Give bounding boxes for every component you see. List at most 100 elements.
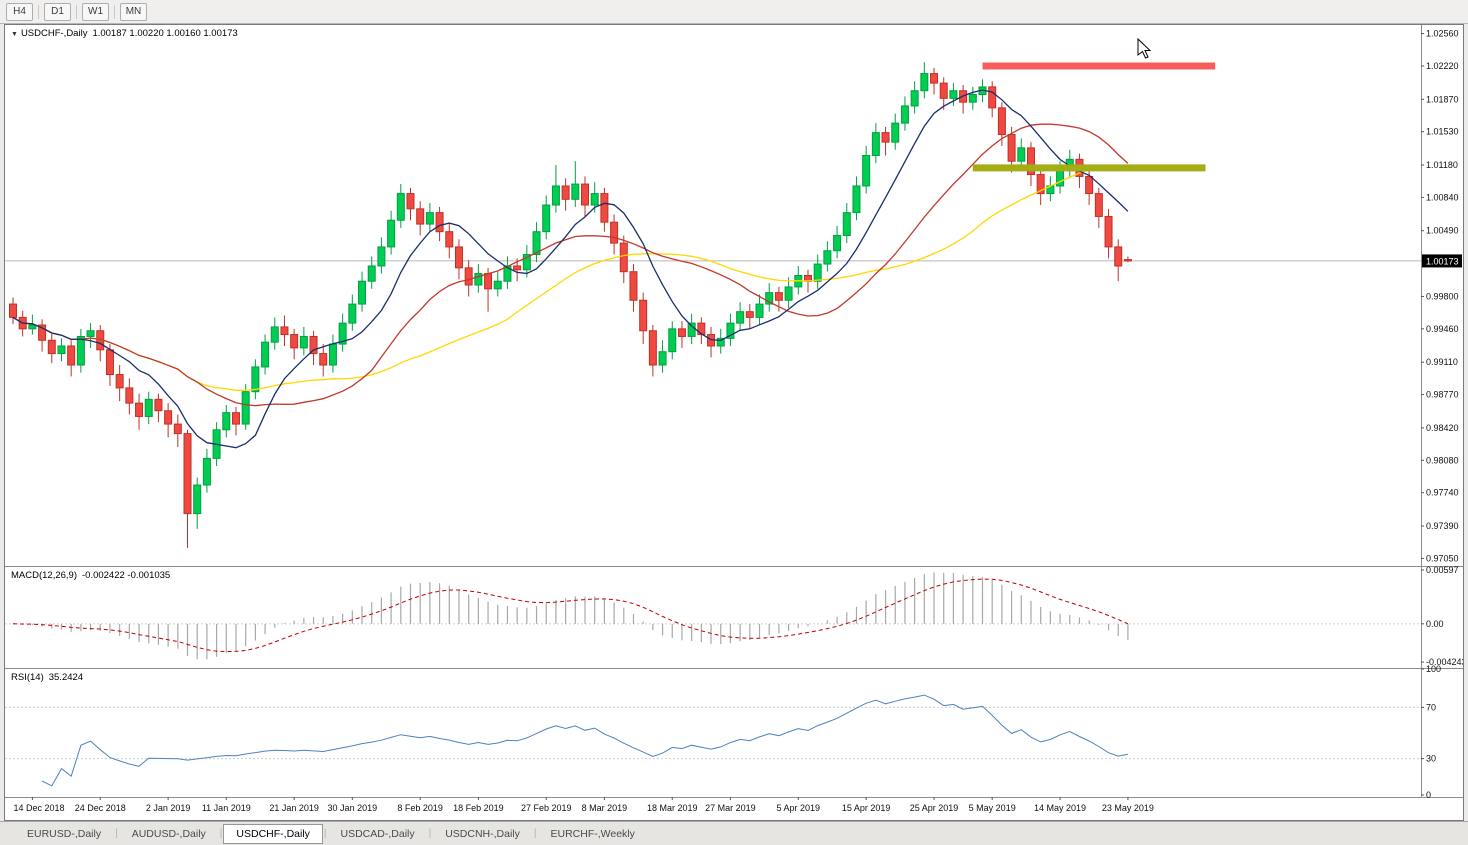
price-axis-label: 0.97390 (1426, 521, 1459, 531)
candle (561, 178, 570, 211)
ma-slow-line (12, 164, 1128, 391)
candle (774, 286, 783, 312)
time-axis[interactable]: 14 Dec 2018 24 Dec 2018 2 Jan 2019 11 Jan 2… (13, 797, 1154, 813)
tab-usdchf-daily[interactable]: USDCHF-,Daily (223, 823, 323, 844)
tab-eurchf-weekly[interactable]: EURCHF-,Weekly (550, 827, 635, 840)
time-axis-label: 8 Mar 2019 (582, 803, 628, 813)
candle (309, 330, 318, 366)
candle (551, 165, 560, 213)
time-axis-label: 18 Mar 2019 (647, 803, 698, 813)
candle (891, 113, 900, 150)
candle (464, 260, 473, 297)
time-axis-label: 18 Feb 2019 (453, 803, 504, 813)
candle (328, 334, 337, 373)
candles-group (9, 62, 1132, 548)
candle (852, 176, 861, 221)
candle (76, 328, 85, 373)
timeframe-button-w1[interactable]: W1 (82, 2, 109, 21)
candle (270, 317, 279, 350)
tab-audusd-daily[interactable]: AUDUSD-,Daily (131, 827, 206, 840)
candle (454, 239, 463, 280)
candle (445, 224, 454, 259)
tab-eurusd-daily[interactable]: EURUSD-,Daily (27, 827, 102, 840)
candle (677, 321, 686, 348)
candle (387, 210, 396, 255)
candle (639, 292, 648, 345)
candle (736, 302, 745, 331)
time-axis-label: 27 Feb 2019 (521, 803, 572, 813)
price-axis[interactable]: 1.02560 1.02220 1.01870 1.01530 1.01180 1.008… (1421, 29, 1462, 564)
candle (600, 187, 609, 232)
candle (997, 102, 1006, 146)
candle (871, 123, 880, 164)
candle (474, 264, 483, 293)
time-axis-label: 27 Mar 2019 (705, 803, 756, 813)
candle (813, 254, 822, 289)
candle (532, 222, 541, 263)
timeframe-button-mn[interactable]: MN (120, 2, 147, 21)
candle (930, 67, 939, 95)
price-axis-label: 0.97050 (1426, 553, 1459, 563)
ma-fast-line (12, 89, 1129, 449)
candle (949, 83, 958, 106)
tab-usdcad-daily[interactable]: USDCAD-,Daily (340, 827, 415, 840)
candle (202, 448, 211, 493)
candle (1094, 187, 1103, 228)
candle (290, 328, 299, 360)
tab-separator: | (219, 828, 223, 839)
candle (823, 241, 832, 272)
candle (668, 321, 677, 360)
candle (416, 201, 425, 236)
tab-separator: | (428, 828, 432, 839)
candle (144, 391, 153, 425)
candle (920, 62, 929, 99)
price-axis-label: 0.99110 (1426, 357, 1458, 367)
candle (745, 304, 754, 329)
candle (988, 81, 997, 118)
candle (183, 429, 192, 548)
candle (1017, 138, 1026, 169)
timeframe-toolbar: H4 D1 W1 MN (0, 0, 1468, 24)
candle (435, 206, 444, 242)
candle (86, 323, 95, 348)
tab-separator: | (115, 828, 118, 839)
rsi-axis-label: 30 (1426, 754, 1436, 764)
candle (1104, 208, 1113, 259)
candle (280, 315, 289, 346)
time-axis-label: 15 Apr 2019 (842, 803, 891, 813)
chart-window: 1.02560 1.02220 1.01870 1.01530 1.01180 1.008… (4, 24, 1464, 821)
price-axis-label: 0.98420 (1426, 423, 1459, 433)
candle (581, 176, 590, 217)
time-axis-label: 30 Jan 2019 (328, 803, 378, 813)
candle (47, 333, 56, 364)
candle (900, 96, 909, 131)
candle (222, 405, 231, 438)
price-axis-label: 1.02560 (1426, 29, 1459, 39)
candle (406, 187, 415, 221)
time-axis-label: 11 Jan 2019 (202, 803, 251, 813)
candle (619, 235, 628, 284)
candle (687, 313, 696, 345)
candle (319, 344, 328, 377)
chart-canvas[interactable]: 1.02560 1.02220 1.01870 1.01530 1.01180 1.008… (5, 25, 1463, 820)
toolbar-separator (114, 4, 115, 19)
candle (542, 195, 551, 240)
current-price-badge (1422, 254, 1462, 268)
candle (881, 126, 890, 156)
candle (125, 378, 134, 415)
mouse-cursor (1137, 37, 1152, 59)
time-axis-label: 14 May 2019 (1034, 803, 1086, 813)
candle (707, 326, 716, 358)
price-axis-label: 1.02220 (1426, 61, 1459, 71)
candle (115, 365, 124, 402)
time-axis-label: 5 May 2019 (969, 803, 1016, 813)
rsi-axis-label: 100 (1426, 664, 1441, 674)
candle (610, 214, 619, 255)
candle (629, 264, 638, 312)
time-axis-label: 25 Apr 2019 (910, 803, 959, 813)
timeframe-button-d1[interactable]: D1 (44, 2, 71, 21)
timeframe-button-h4[interactable]: H4 (6, 2, 33, 21)
toolbar-separator (76, 4, 77, 19)
tab-usdcnh-daily[interactable]: USDCNH-,Daily (445, 827, 520, 840)
candle (1046, 176, 1055, 202)
